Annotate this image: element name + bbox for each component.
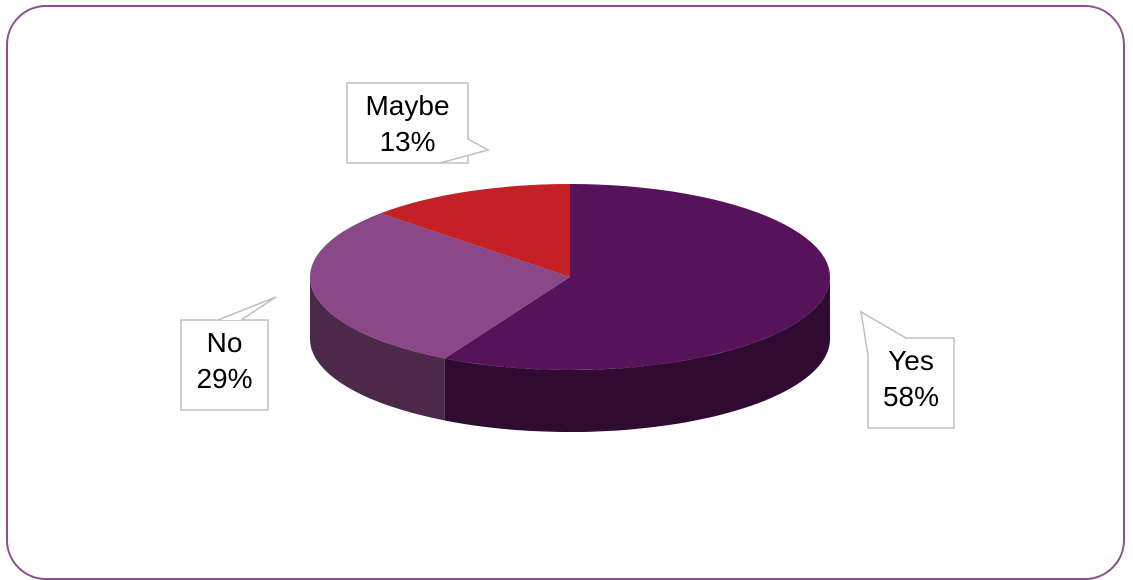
- pie-slice-maybe: [380, 184, 570, 277]
- data-label-percent-maybe: 13%: [379, 126, 435, 157]
- callout-pointer-maybe: [439, 138, 490, 164]
- callout-pointer-no: [217, 296, 277, 321]
- data-label-category-yes: Yes: [888, 345, 934, 376]
- callout-box-maybe: [346, 82, 469, 164]
- callout-no: No 29%: [180, 296, 277, 411]
- pie-side-no: [310, 277, 445, 421]
- callout-maybe: Maybe 13%: [346, 82, 490, 164]
- pie-slice-no: [309, 213, 570, 359]
- callout-pointer-yes: [860, 310, 907, 356]
- pie-side-yes: [444, 277, 830, 432]
- callout-box-no: [180, 319, 269, 411]
- data-label-percent-yes: 58%: [883, 381, 939, 412]
- data-label-category-no: No: [207, 327, 243, 358]
- data-label-category-maybe: Maybe: [365, 90, 449, 121]
- callout-box-yes: [867, 337, 955, 429]
- pie-sides: [310, 277, 830, 432]
- callout-yes: Yes 58%: [860, 310, 955, 429]
- pie-slice-yes: [444, 184, 830, 370]
- pie-tops: [309, 184, 830, 370]
- data-label-percent-no: 29%: [196, 363, 252, 394]
